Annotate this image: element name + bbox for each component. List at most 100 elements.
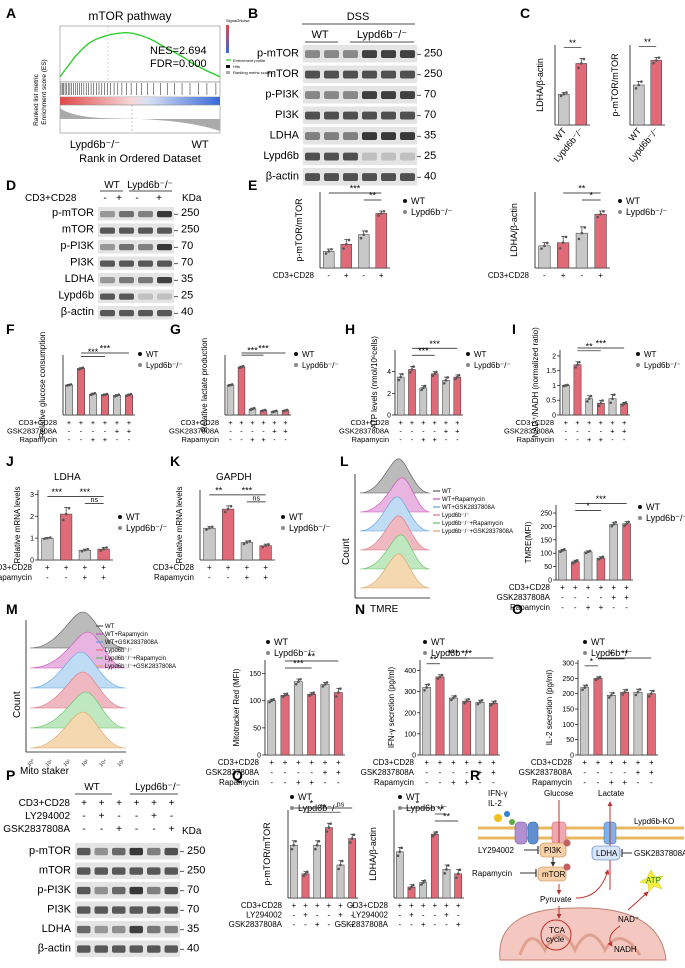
data-point xyxy=(597,404,601,408)
bar xyxy=(575,63,587,126)
treatment-sign: + xyxy=(575,418,580,427)
data-point xyxy=(540,247,543,250)
blot-band xyxy=(362,91,377,99)
gsea-legend-metric-swatch xyxy=(226,71,230,74)
blot-row-label: β-actin xyxy=(38,943,71,955)
blot-mw-label: 70 xyxy=(181,240,193,252)
data-point xyxy=(489,703,493,707)
data-point xyxy=(339,687,342,690)
bar xyxy=(558,550,567,581)
data-point xyxy=(601,555,605,559)
blot-band xyxy=(164,867,178,875)
pi3k-phospho xyxy=(563,839,571,847)
data-point xyxy=(602,210,605,213)
treatment-sign: + xyxy=(338,911,343,920)
legend-label: Lypd6b⁻/⁻ xyxy=(626,207,667,217)
data-point xyxy=(330,247,333,251)
data-point xyxy=(589,394,593,398)
bar xyxy=(289,844,298,899)
blot-band xyxy=(138,276,153,284)
schema-il2: IL-2 xyxy=(488,799,502,808)
treatment-sign: + xyxy=(410,418,415,427)
bar xyxy=(422,687,432,756)
y-tick-label: 150 xyxy=(562,707,574,714)
blot-row-label: PI3K xyxy=(47,904,72,916)
treatment-label: Rapamycin xyxy=(374,778,414,787)
treatment-label: Rapamycin xyxy=(154,573,194,582)
treatment-sign: + xyxy=(239,418,244,427)
significance-label: *** xyxy=(461,649,472,659)
blot-d-sign-4: + xyxy=(156,193,162,204)
gsea-es-curve xyxy=(59,31,221,78)
data-point xyxy=(339,863,342,867)
treatment-sign: + xyxy=(344,271,349,280)
bar xyxy=(60,513,73,561)
bar xyxy=(596,557,606,581)
blot-d-sign-1: - xyxy=(103,193,106,204)
data-point xyxy=(43,537,46,541)
blot-band xyxy=(164,847,178,856)
panel-letter-k: K xyxy=(170,453,180,469)
legend-marker xyxy=(281,515,285,519)
treatment-sign: - xyxy=(351,911,354,920)
bar xyxy=(237,366,246,416)
gsea-plot: mTOR pathway NES=2.694 FDR=0.000 Enrichm… xyxy=(33,9,273,165)
treatment-sign: - xyxy=(565,435,568,444)
histogram-peak xyxy=(29,711,127,749)
blot-mw-label: 70 xyxy=(424,89,436,101)
data-point xyxy=(634,87,638,90)
treatment-sign: + xyxy=(350,901,355,910)
bar xyxy=(593,678,603,756)
treatment-sign: - xyxy=(588,427,591,436)
bar xyxy=(558,93,570,126)
blot-band xyxy=(362,50,377,58)
treatment-sign: + xyxy=(649,768,654,777)
blot-band xyxy=(157,210,172,218)
y-axis-label: NAD⁺/NADH (normalized ratio) xyxy=(531,327,540,438)
bar xyxy=(488,703,498,756)
data-point xyxy=(583,686,586,689)
treatment-sign: + xyxy=(444,418,449,427)
treatment-sign: + xyxy=(582,758,587,767)
blot-mw-label: 250 xyxy=(424,68,442,80)
data-point xyxy=(229,504,233,508)
hist-m-tick-label: 10⁴ xyxy=(98,758,108,768)
significance-label: *** xyxy=(80,487,91,497)
treatment-sign: + xyxy=(272,418,277,427)
treatment-sign: - xyxy=(399,427,402,436)
y-tick-label: 1 xyxy=(30,536,34,543)
treatment-sign: - xyxy=(445,920,448,929)
blot-p-rows: p-mTOR 250 mTOR 250 p-PI3K 70 PI3K 70 LDHA 35 β-ac… xyxy=(29,843,205,957)
blot-band xyxy=(362,70,377,79)
hist-m-tick-label: 10⁵ xyxy=(116,758,126,768)
blot-strip xyxy=(303,65,417,83)
data-point xyxy=(315,843,319,847)
blot-band xyxy=(94,906,108,914)
y-tick-label: 150 xyxy=(249,671,261,678)
panel-letter-f: F xyxy=(6,321,15,337)
data-point xyxy=(350,837,354,840)
treatment-sign: - xyxy=(623,768,626,777)
treatment-sign: + xyxy=(421,920,426,929)
treatment-label: CD3+CD28 xyxy=(350,418,389,427)
blot-band xyxy=(100,293,115,300)
data-point xyxy=(379,212,383,215)
treatment-sign: + xyxy=(323,768,328,777)
data-point xyxy=(456,375,459,379)
data-point xyxy=(596,677,600,680)
treatment-sign: + xyxy=(91,418,96,427)
mito-cristae xyxy=(518,933,642,956)
blot-band xyxy=(400,132,415,140)
gsea-rank-ylabel: Ranked list metric xyxy=(33,73,40,125)
treatment-sign: + xyxy=(91,435,96,444)
data-point xyxy=(492,701,495,705)
significance-label: ns xyxy=(91,497,99,504)
legend-label: Lypd6b⁻/⁻ xyxy=(302,361,339,370)
bar xyxy=(89,393,97,416)
data-point xyxy=(337,691,340,694)
treatment-sign: + xyxy=(315,920,320,929)
treatment-sign: - xyxy=(65,573,68,582)
panel-letter-l: L xyxy=(340,453,349,469)
data-point xyxy=(599,212,602,216)
